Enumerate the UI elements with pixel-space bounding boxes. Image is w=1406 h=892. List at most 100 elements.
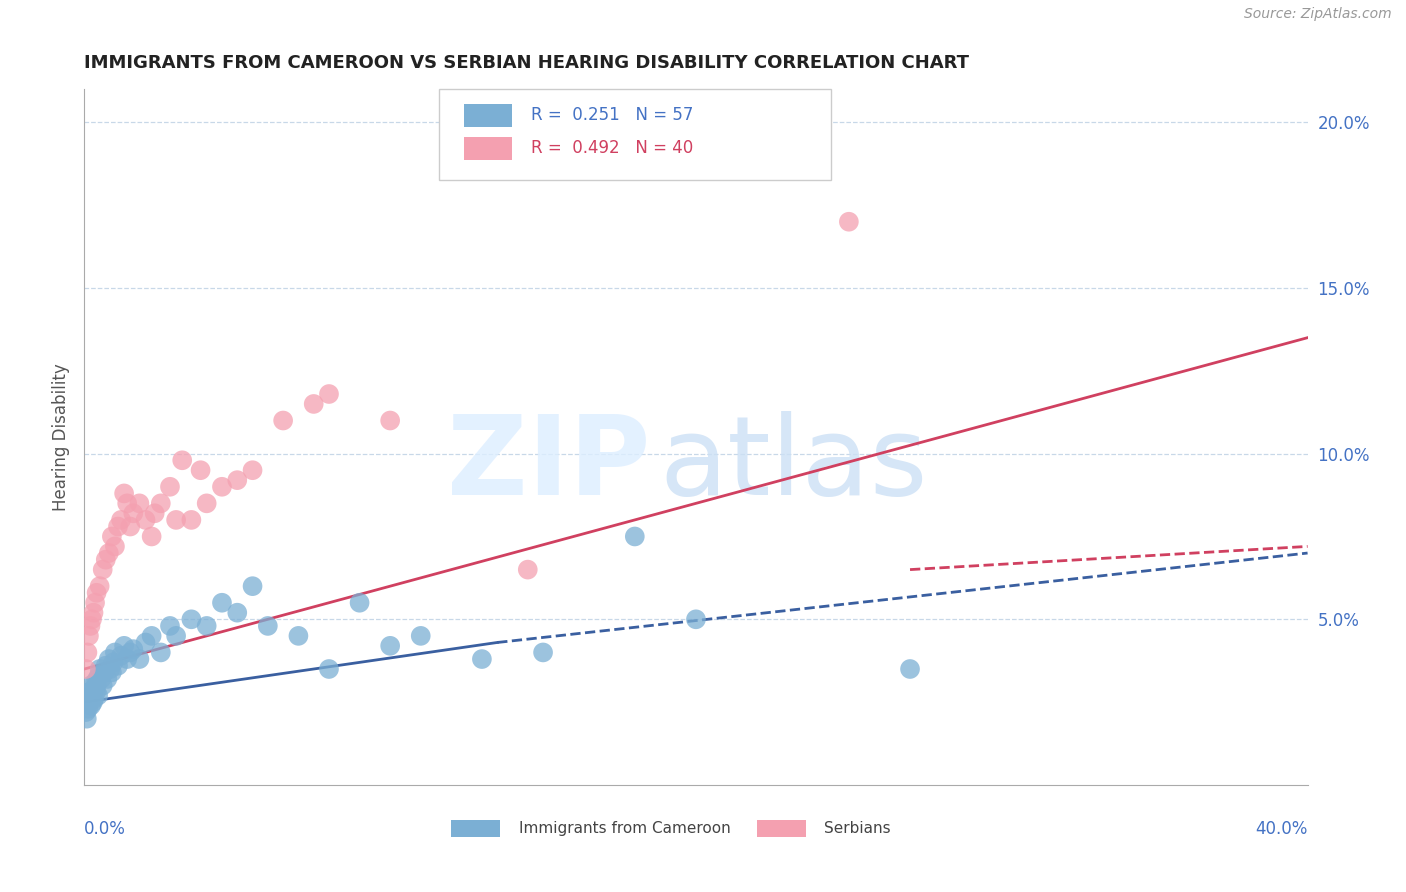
Point <box>143 506 166 520</box>
Point <box>380 639 402 653</box>
Point <box>83 681 105 696</box>
Point <box>79 619 101 633</box>
Point <box>120 645 142 659</box>
Point <box>77 685 100 699</box>
Text: Serbians: Serbians <box>824 822 891 837</box>
Point <box>242 463 264 477</box>
Point <box>141 529 163 543</box>
Point <box>180 513 202 527</box>
Point <box>80 612 103 626</box>
Point <box>107 658 129 673</box>
Point <box>84 685 107 699</box>
Point <box>226 606 249 620</box>
Point <box>86 586 108 600</box>
Point <box>80 689 103 703</box>
Point <box>838 215 860 229</box>
Point <box>531 645 554 659</box>
Bar <box>758 820 806 837</box>
Point <box>96 672 118 686</box>
Point <box>77 702 100 716</box>
Point <box>409 629 432 643</box>
Point <box>128 496 150 510</box>
Point <box>318 387 340 401</box>
Point <box>77 629 100 643</box>
Point <box>76 695 98 709</box>
Point <box>86 679 108 693</box>
Point <box>115 652 138 666</box>
Text: R =  0.492   N = 40: R = 0.492 N = 40 <box>531 138 693 157</box>
Y-axis label: Hearing Disability: Hearing Disability <box>52 363 70 511</box>
Point <box>149 645 172 659</box>
Point <box>91 679 114 693</box>
Point <box>159 619 181 633</box>
Point <box>190 463 212 477</box>
Text: Immigrants from Cameroon: Immigrants from Cameroon <box>519 822 730 837</box>
Point <box>135 635 157 649</box>
Point <box>195 496 218 510</box>
Point <box>195 619 218 633</box>
Point <box>318 662 340 676</box>
Point <box>89 579 111 593</box>
Point <box>86 672 108 686</box>
Point <box>172 453 194 467</box>
Point <box>75 662 97 676</box>
Point <box>516 563 538 577</box>
Point <box>380 413 402 427</box>
Point <box>349 596 371 610</box>
Point <box>122 642 145 657</box>
Point <box>91 563 114 577</box>
Point <box>87 668 110 682</box>
Point <box>84 596 107 610</box>
Text: Source: ZipAtlas.com: Source: ZipAtlas.com <box>1244 7 1392 21</box>
Point <box>135 513 157 527</box>
Text: 0.0%: 0.0% <box>84 820 127 838</box>
Point <box>257 619 280 633</box>
Point <box>112 486 135 500</box>
Point <box>898 662 921 676</box>
Text: R =  0.251   N = 57: R = 0.251 N = 57 <box>531 106 693 124</box>
Point <box>141 629 163 643</box>
Point <box>93 665 115 680</box>
Point <box>101 529 124 543</box>
Point <box>104 645 127 659</box>
Point <box>242 579 264 593</box>
Point <box>83 691 105 706</box>
Point <box>97 546 120 560</box>
Text: atlas: atlas <box>659 411 928 518</box>
Point <box>180 612 202 626</box>
Point <box>128 652 150 666</box>
Text: IMMIGRANTS FROM CAMEROON VS SERBIAN HEARING DISABILITY CORRELATION CHART: IMMIGRANTS FROM CAMEROON VS SERBIAN HEAR… <box>84 54 969 71</box>
Point <box>80 698 103 713</box>
Bar <box>464 136 513 161</box>
Point <box>165 629 187 643</box>
Point <box>89 662 111 676</box>
Point <box>226 473 249 487</box>
Point <box>165 513 187 527</box>
Point <box>110 648 132 663</box>
Point <box>110 513 132 527</box>
Point <box>103 656 125 670</box>
Text: 40.0%: 40.0% <box>1256 820 1308 838</box>
Point <box>76 712 98 726</box>
Point <box>104 540 127 554</box>
Bar <box>464 103 513 128</box>
Point <box>98 662 121 676</box>
Point <box>211 480 233 494</box>
Point <box>90 672 112 686</box>
Point <box>302 397 325 411</box>
Point <box>94 552 117 566</box>
Point <box>471 652 494 666</box>
Point <box>120 519 142 533</box>
Point <box>84 675 107 690</box>
Point <box>122 506 145 520</box>
Point <box>87 689 110 703</box>
Point <box>287 629 309 643</box>
Point <box>271 413 294 427</box>
Text: ZIP: ZIP <box>447 411 651 518</box>
Point <box>101 665 124 680</box>
Point <box>159 480 181 494</box>
Point <box>97 652 120 666</box>
Point <box>107 519 129 533</box>
Point <box>115 496 138 510</box>
Point <box>79 679 101 693</box>
